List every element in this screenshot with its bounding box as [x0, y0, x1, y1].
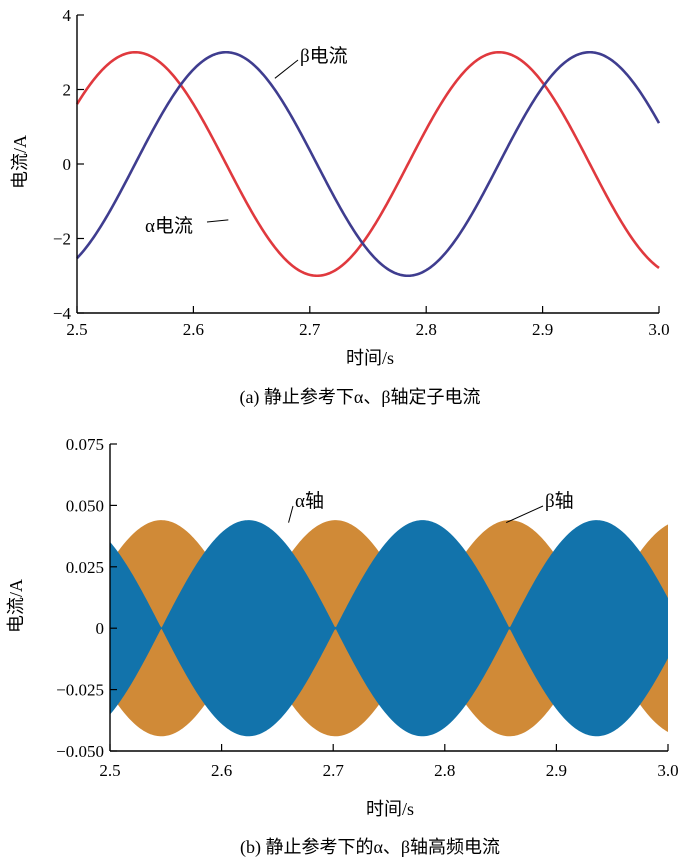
plot-area-a: [75, 50, 661, 278]
y-tick-label-a: 2: [63, 81, 72, 100]
x-tick-label-a: 2.7: [299, 320, 321, 339]
label-beta-current: β电流: [300, 45, 348, 67]
x-tick-label-a: 3.0: [648, 320, 669, 339]
leader-line-beta-axis: [505, 505, 544, 524]
y-tick-label-b: 0.075: [66, 435, 104, 454]
x-tick-label-b: 2.6: [211, 761, 232, 780]
y-axis-title-b: 电流/A: [6, 579, 26, 633]
x-axis-title-b: 时间/s: [366, 799, 414, 819]
x-axis-title-a: 时间/s: [346, 348, 394, 368]
label-alpha-current: α电流: [145, 215, 193, 237]
caption-a: (a) 静止参考下α、β轴定子电流: [239, 387, 480, 408]
x-tick-label-b: 2.5: [99, 761, 120, 780]
leader-line-alpha-axis: [288, 505, 294, 523]
annotations-b: α轴 β轴: [288, 490, 574, 524]
x-tick-label-a: 2.9: [532, 320, 553, 339]
x-tick-label-b: 2.9: [546, 761, 567, 780]
caption-b: (b) 静止参考下的α、β轴高频电流: [240, 837, 500, 858]
x-tick-label-b: 2.8: [434, 761, 455, 780]
series-band-beta: [110, 520, 668, 737]
y-tick-label-b: 0.050: [66, 496, 104, 515]
series-line-alpha: [75, 50, 660, 278]
x-tick-label-a: 2.6: [183, 320, 204, 339]
x-tick-label-b: 3.0: [657, 761, 678, 780]
series-line-beta: [76, 50, 661, 278]
label-beta-axis: β轴: [545, 490, 574, 512]
x-tick-label-a: 2.8: [416, 320, 437, 339]
leader-line-beta-current: [274, 59, 299, 79]
chart-panel-a: 2.5 2.6 2.7 2.8 2.9 3.0 −4 −2 0 2 4 β电流 α电流 时间/s 电流…: [10, 6, 670, 408]
axes-a: [76, 14, 660, 314]
x-tick-label-b: 2.7: [323, 761, 345, 780]
annotations-a: β电流 α电流: [145, 45, 348, 237]
y-tick-label-b: −0.050: [56, 742, 104, 761]
x-tick-label-a: 2.5: [66, 320, 87, 339]
y-tick-label-b: −0.025: [56, 681, 104, 700]
label-alpha-axis: α轴: [295, 490, 324, 512]
y-tick-label-a: −2: [53, 230, 71, 249]
y-tick-label-b: 0.025: [66, 558, 104, 577]
y-tick-label-a: −4: [53, 304, 72, 323]
leader-line-alpha-current: [206, 219, 229, 223]
y-axis-title-a: 电流/A: [10, 135, 30, 189]
axes-b: [109, 443, 669, 752]
plot-area-b: [110, 520, 668, 737]
chart-panel-b: 2.5 2.6 2.7 2.8 2.9 3.0 0.075 0.050 0.025 0 −0.025…: [6, 435, 679, 858]
tick-labels-b: 2.5 2.6 2.7 2.8 2.9 3.0 0.075 0.050 0.025 0 −0.025…: [56, 435, 678, 780]
y-tick-label-a: 0: [63, 155, 72, 174]
tick-labels-a: 2.5 2.6 2.7 2.8 2.9 3.0 −4 −2 0 2 4: [53, 6, 670, 339]
y-tick-label-b: 0: [96, 619, 105, 638]
y-tick-label-a: 4: [63, 6, 72, 25]
